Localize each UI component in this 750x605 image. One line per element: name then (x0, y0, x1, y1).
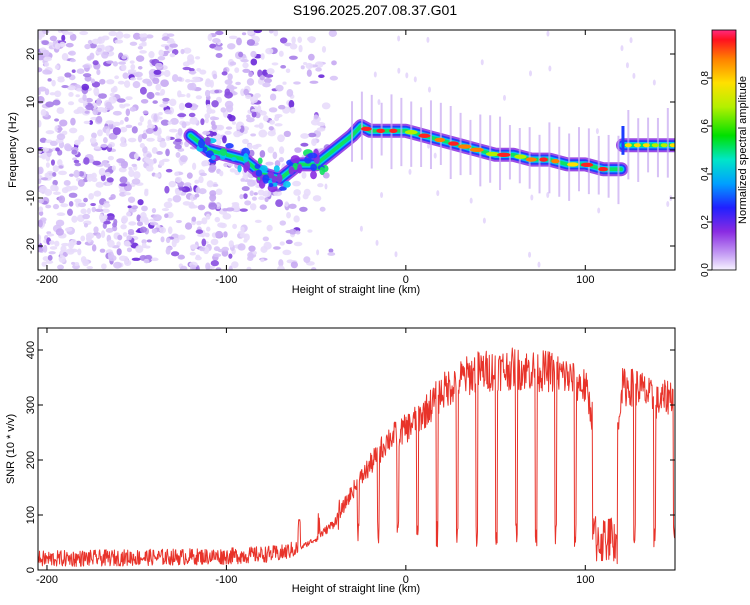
x-tick-label: 100 (576, 274, 594, 286)
snr-plot (38, 347, 675, 567)
snr-frame (37, 327, 676, 571)
y-tick-label: 10 (25, 96, 37, 108)
snr-axes: -200 -100 0 100 0 100 200 300 400 (25, 328, 675, 586)
figure-title: S196.2025.207.08.37.G01 (293, 2, 457, 18)
y-tick-label: -10 (25, 190, 37, 206)
colorbar-tick-label: 0.8 (700, 71, 711, 85)
colorbar-tick-label: 0.0 (700, 263, 711, 277)
x-tick-label: 100 (576, 574, 594, 586)
x-tick-label: -100 (215, 274, 237, 286)
x-tick-label: -200 (36, 274, 58, 286)
colorbar-gradient (712, 30, 736, 270)
x-tick-label: 0 (403, 274, 409, 286)
colorbar-tick-label: 0.2 (700, 215, 711, 229)
colorbar: 0.0 0.2 0.4 0.6 0.8 Normalized spectral ampl… (700, 29, 749, 277)
colorbar-ticks: 0.0 0.2 0.4 0.6 0.8 (700, 71, 712, 277)
snr-panel: -200 -100 0 100 0 100 200 300 400 Height of stra… (5, 327, 676, 595)
snr-x-label: Height of straight line (km) (292, 583, 420, 595)
spectrogram-y-label: Frequency (Hz) (7, 112, 19, 188)
y-tick-label: 20 (25, 48, 37, 60)
y-tick-label: -20 (25, 238, 37, 254)
y-tick-label: 200 (25, 451, 37, 469)
y-tick-label: 400 (25, 341, 37, 359)
y-tick-label: 0 (25, 147, 37, 153)
spectrogram-x-label: Height of straight line (km) (292, 284, 420, 296)
colorbar-frame (711, 29, 737, 271)
y-tick-label: 100 (25, 506, 37, 524)
colorbar-tick-label: 0.4 (700, 167, 711, 181)
spectrogram-heatmap (38, 30, 675, 270)
colorbar-tick-label: 0.6 (700, 119, 711, 133)
snr-series-line (38, 347, 675, 567)
colorbar-label: Normalized spectral amplitude (737, 76, 749, 224)
y-tick-label: 300 (25, 396, 37, 414)
x-tick-label: 0 (403, 574, 409, 586)
x-tick-label: -200 (36, 574, 58, 586)
y-tick-label: 0 (25, 567, 37, 573)
x-tick-label: -100 (215, 574, 237, 586)
snr-y-label: SNR (10 * v/v) (5, 414, 17, 484)
